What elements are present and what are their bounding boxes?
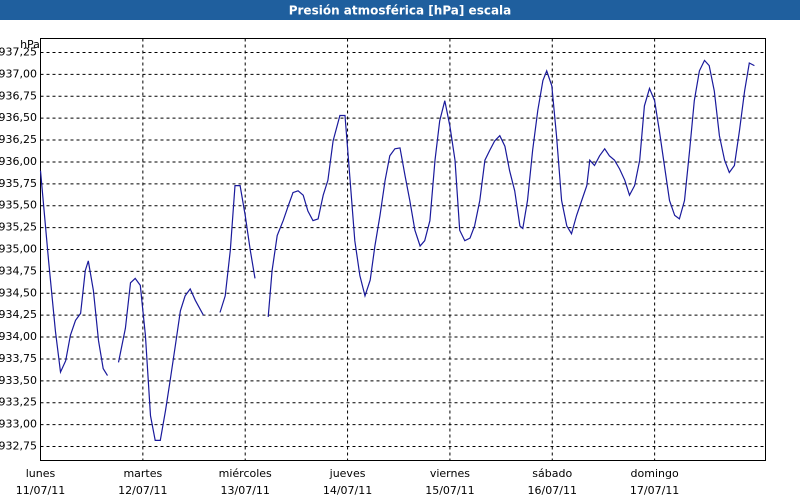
y-tick-label: 933,75 [0,352,37,365]
y-tick-label: 936,50 [0,111,37,124]
y-tick-label: 936,75 [0,89,37,102]
pressure-line [39,59,755,441]
y-tick-label: 936,00 [0,155,37,168]
x-tick-date: 14/07/11 [323,484,372,497]
x-tick-label: sábado [532,467,572,480]
y-tick-label: 933,50 [0,374,37,387]
x-tick-label: jueves [329,467,366,480]
x-tick-label: lunes [26,467,56,480]
y-tick-label: 934,50 [0,286,37,299]
x-tick-date: 11/07/11 [16,484,65,497]
y-tick-label: 936,25 [0,133,37,146]
y-tick-label: 935,75 [0,177,37,190]
x-tick-label: viernes [430,467,470,480]
x-tick-date: 17/07/11 [630,484,679,497]
y-axis-label: hPa [20,38,40,51]
y-tick-label: 937,00 [0,67,37,80]
x-tick-date: 13/07/11 [221,484,270,497]
y-tick-label: 935,00 [0,243,37,256]
y-tick-label: 937,25 [0,46,37,59]
chart-title: Presión atmosférica [hPa] escala [289,4,512,18]
x-tick-date: 16/07/11 [528,484,577,497]
y-tick-label: 932,75 [0,439,37,452]
y-tick-label: 933,00 [0,418,37,431]
title-bar [0,0,800,20]
x-tick-date: 15/07/11 [425,484,474,497]
x-tick-label: domingo [631,467,679,480]
y-tick-label: 934,75 [0,264,37,277]
y-tick-label: 934,25 [0,308,37,321]
y-tick-label: 933,25 [0,396,37,409]
y-tick-label: 934,00 [0,330,37,343]
x-tick-label: miércoles [219,467,272,480]
x-tick-label: martes [123,467,162,480]
y-tick-label: 935,25 [0,221,37,234]
y-tick-label: 935,50 [0,199,37,212]
x-tick-date: 12/07/11 [118,484,167,497]
